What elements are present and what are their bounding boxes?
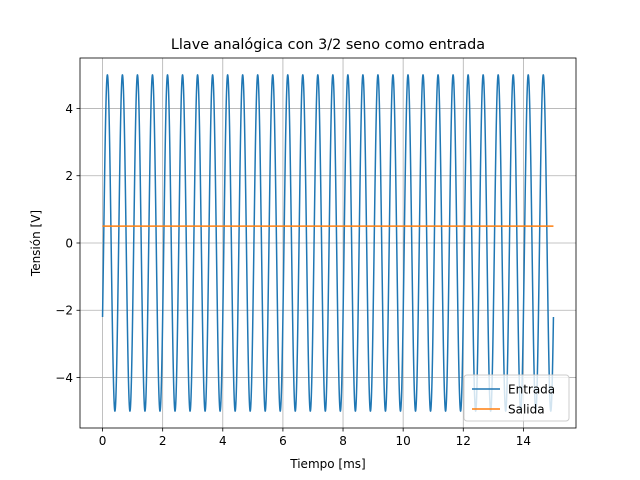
x-tick-label: 10 xyxy=(396,434,411,448)
y-tick-label: 2 xyxy=(65,169,73,183)
y-axis: −4 −2 0 2 4 xyxy=(55,102,80,385)
x-tick-label: 4 xyxy=(219,434,227,448)
x-tick-label: 0 xyxy=(99,434,107,448)
legend-label: Salida xyxy=(508,402,545,416)
x-tick-label: 2 xyxy=(159,434,167,448)
x-tick-label: 6 xyxy=(279,434,287,448)
x-tick-label: 14 xyxy=(516,434,531,448)
series-layer xyxy=(101,74,555,412)
x-tick-label: 8 xyxy=(339,434,347,448)
y-axis-label: Tensión [V] xyxy=(29,210,43,277)
x-axis: 0 2 4 6 8 10 12 14 xyxy=(99,428,531,448)
y-tick-label: 0 xyxy=(65,236,73,250)
legend: Entrada Salida xyxy=(463,374,570,422)
x-axis-label: Tiempo [ms] xyxy=(289,457,365,471)
y-tick-label: −2 xyxy=(55,304,73,318)
legend-label: Entrada xyxy=(508,382,555,396)
x-tick-label: 12 xyxy=(456,434,471,448)
series-line-entrada xyxy=(101,74,555,412)
y-tick-label: 4 xyxy=(65,102,73,116)
y-tick-label: −4 xyxy=(55,371,73,385)
chart-title: Llave analógica con 3/2 seno como entrad… xyxy=(171,37,485,53)
